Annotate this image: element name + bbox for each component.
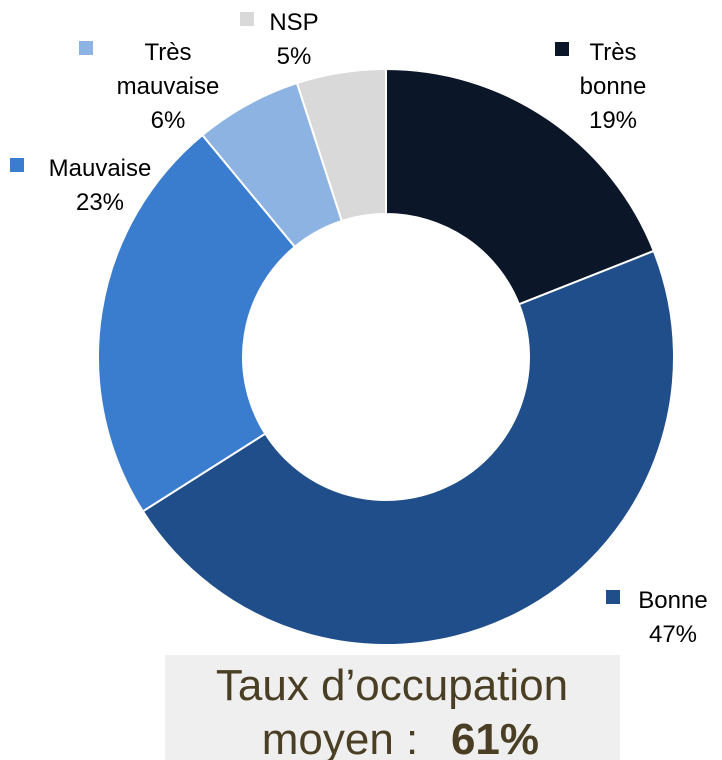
legend-label: Mauvaise [49,155,152,182]
donut-slice [385,67,656,306]
legend-swatch [606,590,620,604]
donut-slice [97,133,297,513]
legend-swatch [555,42,569,56]
legend-label: Très mauvaise [117,39,220,100]
data-label: 19% [589,107,637,134]
donut-slice [295,67,387,223]
legend-label: Très bonne [580,39,647,100]
annotation-value: 61% [451,715,539,760]
data-label: 23% [76,189,124,216]
legend-label: Bonne [638,587,707,614]
annotation-box [165,655,620,760]
legend-swatch [10,158,24,172]
data-label: 6% [151,107,186,134]
data-label: 47% [649,621,697,648]
annotation: Taux d’occupation moyen : [216,661,568,760]
legend-swatch [240,12,254,26]
donut-slice [141,249,675,646]
legend-label: NSP [269,9,318,36]
legend-swatch [79,41,93,55]
data-label: 5% [277,43,312,70]
